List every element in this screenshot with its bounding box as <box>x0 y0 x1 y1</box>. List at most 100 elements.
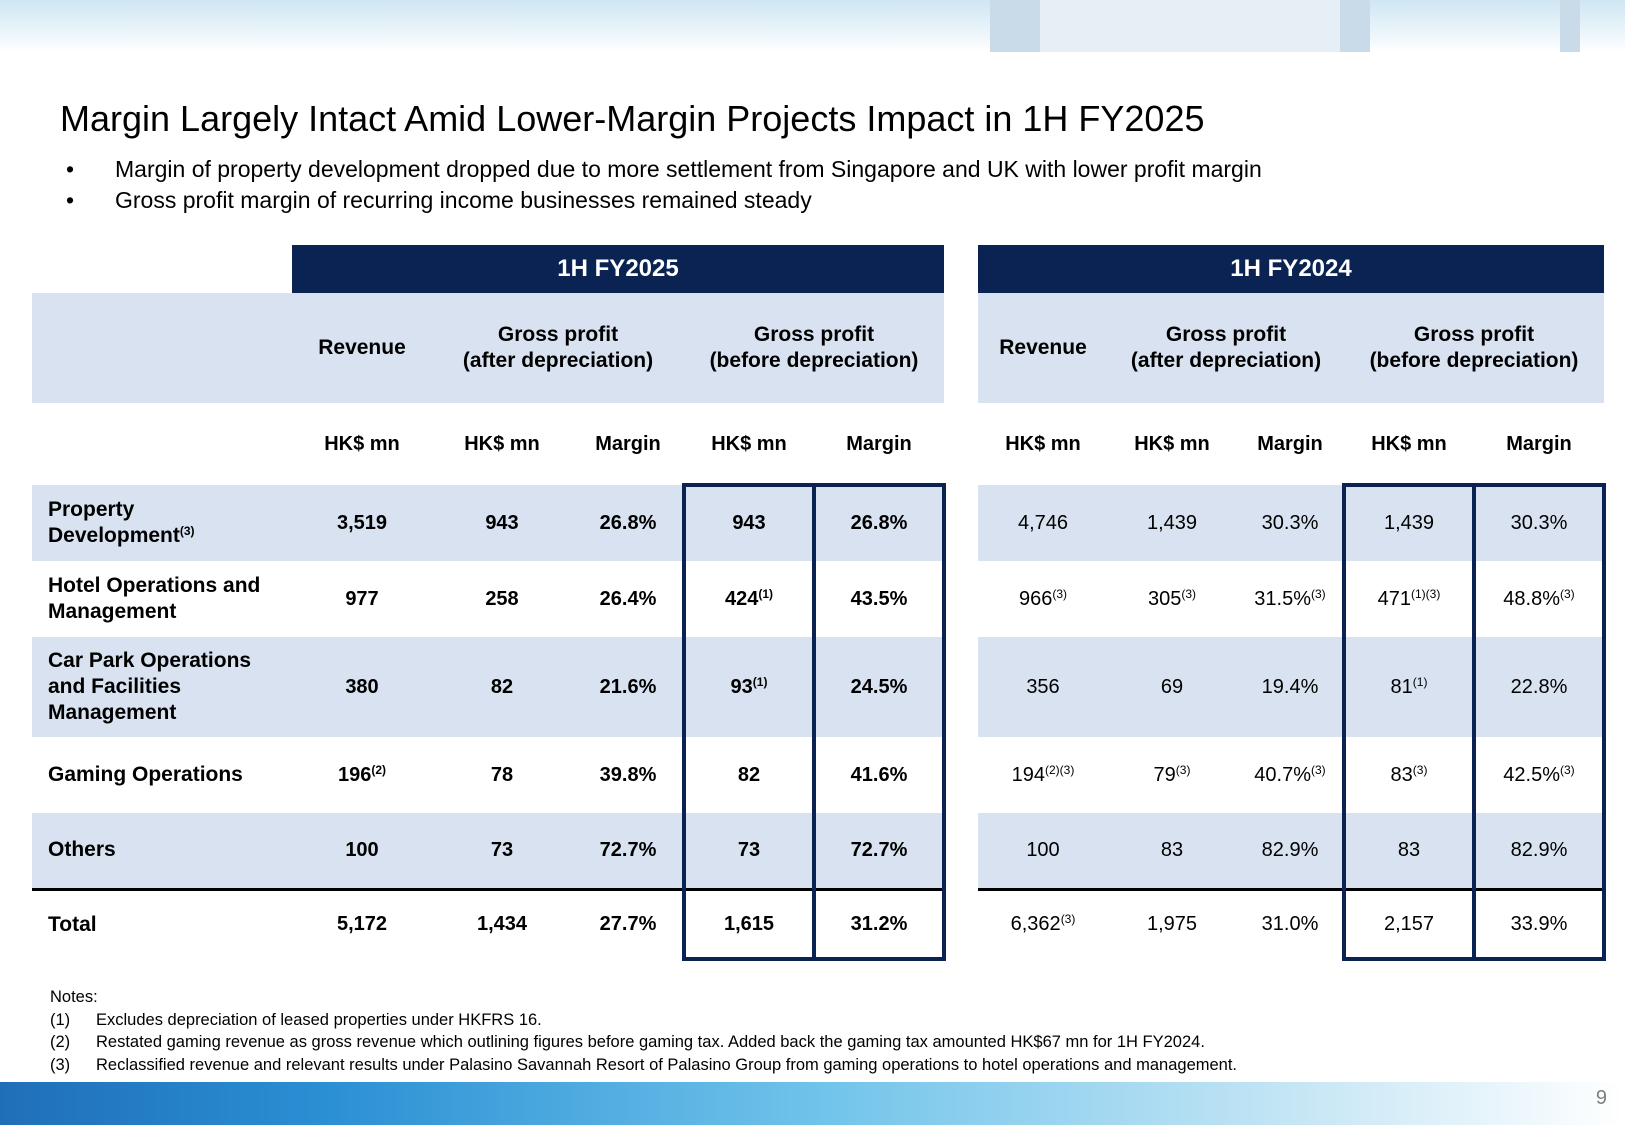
band-block <box>1340 0 1370 52</box>
note-item: (3) Reclassified revenue and relevant res… <box>50 1054 1237 1077</box>
table-cell: 22.8% <box>1474 637 1604 737</box>
bullet-symbol: • <box>66 187 75 213</box>
table-cell: 73 <box>684 813 814 889</box>
footnote-marker: (2) <box>371 762 387 777</box>
table-row: Car Park Operations and Facilities Managem… <box>32 637 1604 737</box>
table-cell: 83(3) <box>1390 762 1428 786</box>
table-cell: 305(3) <box>1147 586 1197 610</box>
table-cell: 30.3% <box>1236 485 1344 561</box>
table-cell: 943 <box>684 485 814 561</box>
table-cell: 81(1) <box>1344 637 1474 737</box>
row-label: Others <box>32 813 292 889</box>
table-cell: 93(1) <box>684 637 814 737</box>
footnote-marker: (1) <box>752 674 768 689</box>
bullet-item: • Margin of property development dropped… <box>66 154 1262 185</box>
unit-label: HK$ mn <box>1371 432 1447 455</box>
footnote-marker: (3) <box>1412 762 1428 777</box>
footnote-marker: (3) <box>1060 912 1076 927</box>
table-cell: 72.7% <box>572 813 684 889</box>
table-cell: 380 <box>292 637 432 737</box>
gp-before-header: Gross profit (before depreciation) <box>684 293 944 403</box>
table-cell: 424(1) <box>724 586 774 610</box>
unit-label: HK$ mn <box>464 432 540 455</box>
bullet-text: Margin of property development dropped d… <box>115 156 1262 182</box>
unit-row: HK$ mn HK$ mn Margin HK$ mn Margin HK$ m… <box>32 403 1604 485</box>
table-cell: 72.7% <box>814 813 944 889</box>
table-cell: 78 <box>490 763 514 786</box>
table-cell: 100 <box>292 813 432 889</box>
row-label: Hotel Operations and Management <box>48 574 261 623</box>
footnote-marker: (3) <box>1560 762 1575 777</box>
table-cell: 69 <box>1108 637 1236 737</box>
table-cell: 27.7% <box>572 887 684 959</box>
table-cell: 1,439 <box>1108 485 1236 561</box>
table-cell: 31.0% <box>1236 887 1344 959</box>
note-item: (2) Restated gaming revenue as gross reve… <box>50 1031 1237 1054</box>
table-row: Hotel Operations and Management 977 258 26.4… <box>32 561 1604 637</box>
note-text: Restated gaming revenue as gross revenue… <box>96 1033 1205 1051</box>
top-decorative-band <box>0 0 1625 52</box>
unit-label: HK$ mn <box>1134 432 1210 455</box>
table-cell: 30.3% <box>1474 485 1604 561</box>
table-cell: 39.8% <box>599 763 657 786</box>
table-cell: 6,362(3) <box>978 887 1108 959</box>
table-cell: 4,746 <box>978 485 1108 561</box>
unit-label: Margin <box>846 432 912 455</box>
bullet-item: • Gross profit margin of recurring incom… <box>66 185 1262 216</box>
band-block <box>990 0 1040 52</box>
unit-label: Margin <box>1257 432 1323 455</box>
bottom-decorative-band <box>0 1082 1625 1125</box>
unit-label: HK$ mn <box>1005 432 1081 455</box>
table-cell: 5,172 <box>292 887 432 959</box>
table-row: Others 100 73 72.7% 73 72.7% 100 83 82.9% 83 82.9% <box>32 813 1604 889</box>
table-cell: 1,975 <box>1108 887 1236 959</box>
unit-label: Margin <box>595 432 661 455</box>
table-cell: 41.6% <box>850 763 908 786</box>
period-header-row: 1H FY2025 1H FY2024 <box>32 245 1604 293</box>
table-cell: 82.9% <box>1474 813 1604 889</box>
table-cell: 1,434 <box>432 887 572 959</box>
unit-label: HK$ mn <box>711 432 787 455</box>
table-row: Property Development(3) 3,519 943 26.8% 943 26… <box>32 485 1604 561</box>
margin-table: 1H FY2025 1H FY2024 Revenue Gross profit… <box>32 245 1604 959</box>
table-cell: 82 <box>737 763 761 786</box>
table-cell: 31.2% <box>814 887 944 959</box>
table-cell: 943 <box>432 485 572 561</box>
table-cell: 1,439 <box>1344 485 1474 561</box>
footnote-marker: (3) <box>1311 762 1326 777</box>
row-label: Car Park Operations and Facilities Managem… <box>32 637 292 737</box>
gp-before-header: Gross profit (before depreciation) <box>1344 293 1604 403</box>
table-cell: 471(1)(3) <box>1377 586 1441 610</box>
table-cell: 83 <box>1344 813 1474 889</box>
revenue-header: Revenue <box>978 293 1108 403</box>
table-cell: 79(3) <box>1153 762 1191 786</box>
unit-label: Margin <box>1506 432 1572 455</box>
period-header: 1H FY2024 <box>978 245 1604 293</box>
notes-title: Notes: <box>50 988 98 1006</box>
gp-after-header: Gross profit (after depreciation) <box>432 293 684 403</box>
note-text: Reclassified revenue and relevant result… <box>96 1055 1238 1074</box>
table-cell: 26.8% <box>572 485 684 561</box>
period-header: 1H FY2025 <box>292 245 944 293</box>
table-cell: 40.7%(3) <box>1254 762 1326 786</box>
table-cell: 24.5% <box>814 637 944 737</box>
table-cell: 258 <box>485 587 519 610</box>
page-number: 9 <box>1595 1087 1607 1109</box>
table-cell: 48.8%(3) <box>1503 586 1575 610</box>
table-cell: 356 <box>978 637 1108 737</box>
note-number: (1) <box>50 1010 71 1029</box>
table-cell: 19.4% <box>1236 637 1344 737</box>
band-block <box>1560 0 1580 52</box>
table-cell: 26.8% <box>814 485 944 561</box>
footnote-marker: (3) <box>1560 586 1575 601</box>
footnote-marker: (3) <box>179 524 195 538</box>
column-header-row: Revenue Gross profit (after depreciation)… <box>32 293 1604 403</box>
row-label: Gaming Operations <box>48 763 243 786</box>
table-cell: 82.9% <box>1236 813 1344 889</box>
table-cell: 100 <box>978 813 1108 889</box>
table-cell: 43.5% <box>850 587 908 610</box>
table-cell: 1,615 <box>684 887 814 959</box>
bullet-symbol: • <box>66 156 75 182</box>
table-cell: 977 <box>345 587 379 610</box>
footnote-marker: (1)(3) <box>1411 586 1441 601</box>
